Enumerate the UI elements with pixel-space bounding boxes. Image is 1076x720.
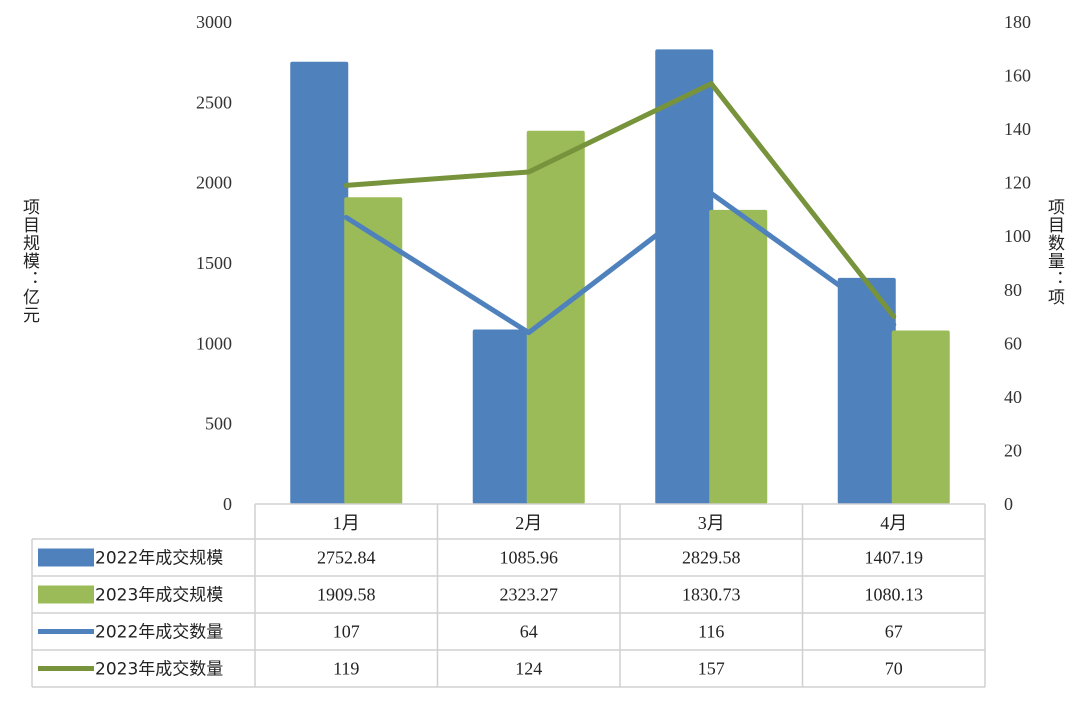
left-axis-ticks: 0 500 1000 1500 2000 2500 3000 bbox=[196, 12, 232, 514]
bar bbox=[837, 277, 896, 504]
y-tick-label-right: 20 bbox=[1004, 440, 1022, 460]
y-tick-label-left: 2500 bbox=[196, 92, 232, 112]
x-tick-label: 1月 bbox=[333, 513, 360, 533]
y-axis-label-left: 项目规模：亿元 bbox=[19, 198, 39, 324]
y-tick-label-right: 100 bbox=[1004, 226, 1031, 246]
data-label: 1407.19 bbox=[865, 548, 924, 568]
y-tick-label-right: 80 bbox=[1004, 280, 1022, 300]
data-label: 2323.27 bbox=[500, 585, 559, 605]
y-axis-label-right: 项目数量：项 bbox=[1044, 198, 1064, 306]
data-label: 2752.84 bbox=[317, 548, 376, 568]
bar bbox=[290, 61, 349, 504]
right-axis-ticks: 0 20 40 60 80 100 120 140 160 180 bbox=[1004, 12, 1031, 514]
y-tick-label-left: 3000 bbox=[196, 12, 232, 32]
bar bbox=[526, 130, 585, 504]
y-tick-label-right: 0 bbox=[1004, 494, 1013, 514]
y-tick-label-left: 500 bbox=[205, 414, 232, 434]
data-label: 67 bbox=[885, 622, 903, 642]
y-tick-label-right: 140 bbox=[1004, 119, 1031, 139]
y-tick-label-right: 40 bbox=[1004, 387, 1022, 407]
legend-swatch bbox=[38, 585, 94, 604]
data-label: 2829.58 bbox=[682, 548, 741, 568]
bar bbox=[472, 329, 531, 504]
legend-label: 2023年成交规模 bbox=[95, 586, 223, 606]
legend-label: 2023年成交数量 bbox=[95, 660, 223, 680]
y-tick-label-left: 2000 bbox=[196, 173, 232, 193]
y-tick-label-right: 120 bbox=[1004, 173, 1031, 193]
legend-label: 2022年成交规模 bbox=[95, 549, 223, 569]
data-label: 116 bbox=[698, 622, 724, 642]
y-tick-label-right: 160 bbox=[1004, 66, 1031, 86]
legend-swatch bbox=[38, 548, 94, 567]
data-label: 1909.58 bbox=[317, 585, 376, 605]
bar bbox=[709, 209, 768, 504]
data-label: 157 bbox=[698, 659, 725, 679]
series-line bbox=[343, 81, 897, 320]
y-tick-label-right: 180 bbox=[1004, 12, 1031, 32]
bar bbox=[891, 330, 950, 504]
y-tick-label-left: 0 bbox=[223, 494, 232, 514]
data-label: 124 bbox=[515, 659, 542, 679]
bar-layer bbox=[290, 49, 950, 505]
y-tick-label-left: 1000 bbox=[196, 333, 232, 353]
x-tick-label: 3月 bbox=[698, 513, 725, 533]
data-label: 107 bbox=[333, 622, 360, 642]
x-tick-label: 2月 bbox=[515, 513, 542, 533]
data-label: 1080.13 bbox=[865, 585, 924, 605]
series-line bbox=[343, 190, 897, 336]
x-tick-label: 4月 bbox=[880, 513, 907, 533]
line-layer bbox=[343, 81, 897, 336]
data-label: 1085.96 bbox=[500, 548, 559, 568]
legend-label: 2022年成交数量 bbox=[95, 623, 223, 643]
data-label: 70 bbox=[885, 659, 903, 679]
data-label: 1830.73 bbox=[682, 585, 741, 605]
y-tick-label-left: 1500 bbox=[196, 253, 232, 273]
y-tick-label-right: 60 bbox=[1004, 333, 1022, 353]
data-label: 64 bbox=[520, 622, 538, 642]
bar bbox=[344, 197, 403, 504]
data-label: 119 bbox=[333, 659, 359, 679]
data-table: 1月 2月 3月 4月 2022年成交规模 2752.84 1085.96 2829.58 14… bbox=[31, 503, 986, 688]
bar bbox=[655, 49, 714, 505]
